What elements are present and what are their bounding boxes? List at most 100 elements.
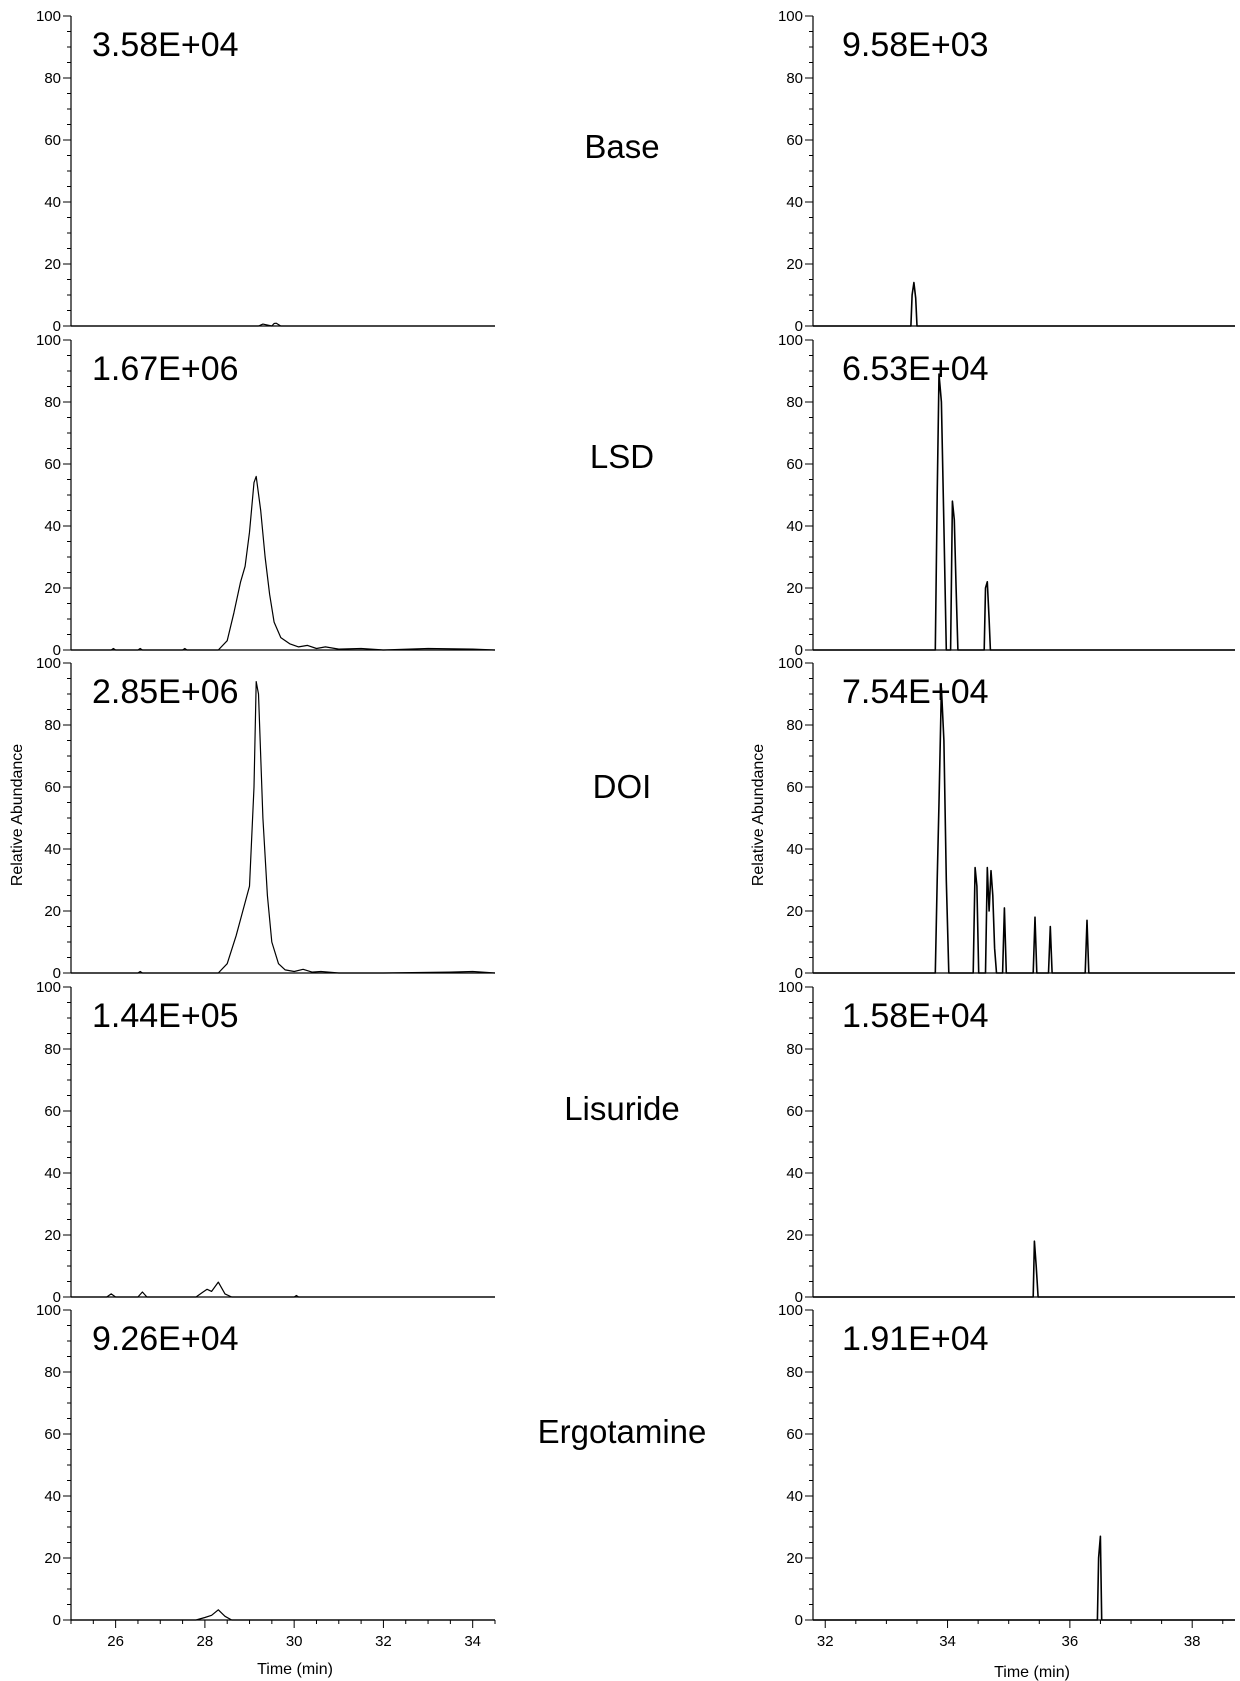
y-tick-label: 20 [786, 1227, 803, 1244]
condition-label-ergotamine: Ergotamine [538, 1413, 707, 1450]
intensity-label: 1.58E+04 [842, 997, 989, 1035]
y-tick-label: 100 [36, 332, 61, 349]
y-tick-label: 100 [36, 8, 61, 25]
intensity-label: 1.44E+05 [92, 997, 239, 1035]
panel-left-5: 0 20 40 60 80 100 26 28 30 32 34 9.26E+04 [36, 1302, 496, 1650]
y-tick-label: 60 [44, 1103, 61, 1120]
y-tick-label: 80 [786, 717, 803, 734]
y-tick-label: 80 [44, 70, 61, 87]
y-tick-label: 60 [786, 456, 803, 473]
y-tick-label: 40 [786, 518, 803, 535]
trace-line [813, 373, 1235, 651]
y-tick-label: 20 [786, 1550, 803, 1567]
x-tick-label: 34 [464, 1633, 481, 1650]
x-axis-title-right: Time (min) [994, 1664, 1070, 1681]
intensity-label: 9.58E+03 [842, 26, 989, 64]
y-tick-label: 100 [778, 655, 803, 672]
y-tick-label: 100 [778, 1302, 803, 1319]
x-tick-label: 38 [1184, 1633, 1201, 1650]
trace-line [813, 281, 1235, 327]
intensity-label: 3.58E+04 [92, 26, 239, 64]
trace-line [71, 322, 495, 327]
y-tick-label: 40 [44, 518, 61, 535]
panel-right-5: 0 20 40 60 80 100 32 34 36 38 1.91E+04 [778, 1302, 1235, 1650]
y-tick-label: 80 [44, 394, 61, 411]
y-tick-label: 80 [44, 1041, 61, 1058]
y-tick-label: 60 [786, 132, 803, 149]
x-tick-label: 32 [817, 1633, 834, 1650]
trace-line [71, 475, 496, 651]
y-tick-label: 60 [786, 1103, 803, 1120]
y-tick-label: 100 [36, 979, 61, 996]
y-tick-label: 60 [786, 779, 803, 796]
y-tick-label: 20 [786, 903, 803, 920]
y-tick-label: 80 [44, 1364, 61, 1381]
y-tick-label: 60 [44, 779, 61, 796]
y-tick-label: 100 [778, 332, 803, 349]
trace-line [813, 687, 1235, 974]
panel-right-1: 0 20 40 60 80 100 9.58E+03 [778, 8, 1235, 335]
y-tick-label: 20 [44, 580, 61, 597]
y-tick-label: 20 [44, 1227, 61, 1244]
y-tick-label: 0 [795, 965, 803, 982]
y-tick-label: 40 [44, 1488, 61, 1505]
panel-left-1: 0 20 40 60 80 100 3.58E+04 [36, 8, 495, 335]
y-tick-label: 40 [786, 1165, 803, 1182]
panel-right-2: 0 20 40 60 80 100 6.53E+04 [778, 332, 1235, 659]
trace-line [813, 1240, 1235, 1298]
condition-label-doi: DOI [593, 768, 652, 805]
y-tick-label: 40 [44, 194, 61, 211]
y-tick-label: 0 [795, 318, 803, 335]
x-axis-title-left: Time (min) [257, 1661, 333, 1678]
y-tick-label: 80 [786, 1041, 803, 1058]
y-tick-label: 20 [44, 256, 61, 273]
y-tick-label: 100 [778, 8, 803, 25]
x-tick-label: 34 [939, 1633, 956, 1650]
panel-left-4: 0 20 40 60 80 100 1.44E+05 [36, 979, 495, 1306]
panels-layer: 0 20 40 60 80 100 3.58E+04 0 20 40 60 80 100 1.67E+06… [36, 8, 1235, 1650]
y-tick-label: 40 [44, 1165, 61, 1182]
y-tick-label: 60 [44, 456, 61, 473]
y-axis-title-left: Relative Abundance [9, 744, 26, 886]
trace-line [71, 681, 496, 974]
intensity-label: 2.85E+06 [92, 673, 239, 711]
y-tick-label: 20 [786, 580, 803, 597]
y-tick-label: 100 [36, 655, 61, 672]
y-tick-label: 0 [53, 318, 61, 335]
y-tick-label: 80 [786, 1364, 803, 1381]
intensity-label: 1.91E+04 [842, 1320, 989, 1358]
x-tick-label: 32 [375, 1633, 392, 1650]
y-tick-label: 40 [786, 841, 803, 858]
y-tick-label: 0 [53, 642, 61, 659]
panel-left-3: 0 20 40 60 80 100 2.85E+06 [36, 655, 496, 982]
trace-line [71, 1281, 495, 1298]
condition-label-lisuride: Lisuride [564, 1090, 680, 1127]
x-tick-label: 28 [197, 1633, 214, 1650]
y-tick-label: 0 [53, 1289, 61, 1306]
trace-line [813, 1535, 1235, 1621]
intensity-label: 6.53E+04 [842, 350, 989, 388]
y-tick-label: 80 [786, 394, 803, 411]
intensity-label: 9.26E+04 [92, 1320, 239, 1358]
y-tick-label: 20 [786, 256, 803, 273]
y-tick-label: 100 [778, 979, 803, 996]
y-tick-label: 60 [44, 132, 61, 149]
x-tick-label: 36 [1062, 1633, 1079, 1650]
condition-label-lsd: LSD [590, 438, 654, 475]
panel-left-2: 0 20 40 60 80 100 1.67E+06 [36, 332, 496, 659]
y-tick-label: 0 [53, 1612, 61, 1629]
y-tick-label: 0 [795, 1612, 803, 1629]
y-tick-label: 60 [44, 1426, 61, 1443]
x-tick-label: 26 [107, 1633, 124, 1650]
y-tick-label: 100 [36, 1302, 61, 1319]
y-axis-title-right: Relative Abundance [750, 744, 767, 886]
trace-line [71, 1609, 495, 1621]
y-tick-label: 40 [786, 1488, 803, 1505]
y-tick-label: 40 [786, 194, 803, 211]
y-tick-label: 20 [44, 903, 61, 920]
y-tick-label: 20 [44, 1550, 61, 1567]
y-tick-label: 0 [795, 642, 803, 659]
panel-right-4: 0 20 40 60 80 100 1.58E+04 [778, 979, 1235, 1306]
y-tick-label: 40 [44, 841, 61, 858]
